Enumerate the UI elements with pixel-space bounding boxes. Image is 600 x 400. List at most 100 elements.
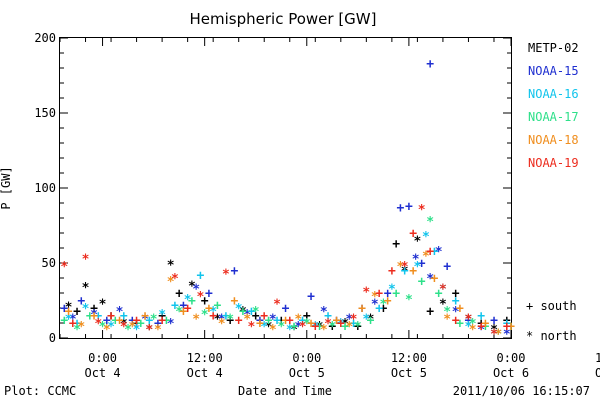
- data-point-noaa-15: +: [490, 314, 498, 329]
- data-point-noaa-16: *: [82, 302, 90, 317]
- data-point-metp-02: *: [490, 323, 498, 338]
- data-point-noaa-17: *: [150, 313, 158, 328]
- data-point-noaa-16: +: [477, 309, 485, 324]
- data-point-noaa-19: +: [337, 317, 345, 332]
- data-point-noaa-15: *: [269, 313, 277, 328]
- data-point-noaa-16: +: [401, 264, 409, 279]
- data-point-metp-02: +: [252, 309, 260, 324]
- data-point-metp-02: *: [265, 320, 273, 335]
- data-point-noaa-18: *: [154, 323, 162, 338]
- data-point-metp-02: *: [167, 259, 175, 274]
- data-point-metp-02: +: [73, 305, 81, 320]
- data-point-metp-02: *: [401, 265, 409, 280]
- data-point-noaa-19: *: [362, 286, 370, 301]
- symbol-key-item: + south: [526, 299, 577, 313]
- data-point-noaa-17: *: [201, 308, 209, 323]
- data-point-noaa-19: +: [69, 317, 77, 332]
- data-point-noaa-15: +: [179, 299, 187, 314]
- y-tick-label: 100: [34, 181, 56, 195]
- legend-item: NOAA-19: [528, 156, 579, 170]
- data-point-noaa-19: *: [171, 272, 179, 287]
- data-point-noaa-15: +: [103, 314, 111, 329]
- data-point-noaa-19: *: [465, 313, 473, 328]
- data-point-noaa-15: +: [418, 257, 426, 272]
- chart-title: Hemispheric Power [GW]: [190, 10, 377, 28]
- x-tick-time-label: 0:00: [88, 351, 117, 365]
- data-point-noaa-15: +: [77, 294, 85, 309]
- data-point-noaa-17: +: [239, 305, 247, 320]
- data-point-noaa-15: *: [452, 305, 460, 320]
- data-point-noaa-19: *: [120, 320, 128, 335]
- x-tick-time-label: 0:00: [497, 351, 526, 365]
- data-point-metp-02: *: [341, 317, 349, 332]
- data-point-noaa-19: *: [299, 320, 307, 335]
- data-point-noaa-16: +: [196, 269, 204, 284]
- data-point-noaa-16: *: [107, 320, 115, 335]
- data-point-noaa-19: +: [388, 264, 396, 279]
- data-point-noaa-18: +: [90, 309, 98, 324]
- data-point-noaa-16: +: [452, 294, 460, 309]
- data-point-metp-02: *: [290, 323, 298, 338]
- data-point-metp-02: +: [201, 294, 209, 309]
- data-point-noaa-19: *: [196, 290, 204, 305]
- data-point-noaa-16: *: [388, 283, 396, 298]
- data-point-metp-02: *: [120, 317, 128, 332]
- data-point-noaa-16: *: [422, 230, 430, 245]
- data-point-noaa-19: +: [375, 287, 383, 302]
- data-point-noaa-16: +: [94, 309, 102, 324]
- data-point-noaa-15: +: [465, 314, 473, 329]
- data-point-noaa-18: *: [396, 260, 404, 275]
- data-point-noaa-15: +: [333, 314, 341, 329]
- data-point-noaa-17: *: [405, 293, 413, 308]
- data-point-noaa-15: *: [218, 313, 226, 328]
- data-point-noaa-16: *: [311, 320, 319, 335]
- data-point-noaa-15: *: [90, 308, 98, 323]
- data-point-noaa-15: *: [435, 245, 443, 260]
- data-point-noaa-19: +: [184, 302, 192, 317]
- data-point-noaa-19: *: [248, 320, 256, 335]
- data-point-metp-02: +: [426, 305, 434, 320]
- data-point-noaa-16: +: [299, 314, 307, 329]
- y-tick-label: 50: [42, 256, 56, 270]
- data-point-noaa-16: +: [503, 317, 511, 332]
- data-point-noaa-18: *: [443, 313, 451, 328]
- data-point-noaa-19: +: [158, 314, 166, 329]
- data-point-noaa-19: *: [94, 317, 102, 332]
- data-point-noaa-15: +: [358, 302, 366, 317]
- symbol-key: + south * north: [526, 299, 577, 343]
- data-point-metp-02: +: [354, 320, 362, 335]
- data-point-noaa-19: *: [401, 260, 409, 275]
- data-point-noaa-17: *: [175, 305, 183, 320]
- data-point-noaa-15: +: [154, 317, 162, 332]
- y-axis-label: P [GW]: [0, 166, 13, 209]
- data-point-noaa-19: *: [273, 298, 281, 313]
- data-point-noaa-18: +: [282, 314, 290, 329]
- data-point-noaa-15: *: [116, 305, 124, 320]
- data-point-noaa-18: *: [192, 313, 200, 328]
- data-point-noaa-17: +: [367, 314, 375, 329]
- data-point-noaa-18: +: [384, 294, 392, 309]
- data-point-metp-02: +: [503, 314, 511, 329]
- data-point-noaa-18: +: [205, 302, 213, 317]
- y-tick-label: 0: [49, 331, 56, 345]
- data-point-noaa-18: *: [345, 320, 353, 335]
- data-point-noaa-18: *: [128, 320, 136, 335]
- data-points: * +*+ *+* + *+*+ *+* +* +* +*+* + * + *++**+ *+* + *++*…: [60, 57, 515, 343]
- data-point-noaa-19: +: [311, 320, 319, 335]
- data-point-noaa-17: +: [392, 287, 400, 302]
- data-point-noaa-15: +: [60, 302, 68, 317]
- data-point-metp-02: +: [175, 287, 183, 302]
- data-point-noaa-15: *: [426, 272, 434, 287]
- data-point-noaa-19: +: [503, 320, 511, 335]
- data-point-noaa-15: +: [396, 201, 404, 216]
- data-point-noaa-17: +: [316, 320, 324, 335]
- data-point-noaa-16: +: [273, 314, 281, 329]
- data-point-noaa-17: *: [379, 298, 387, 313]
- data-point-noaa-17: +: [188, 294, 196, 309]
- x-tick-time-label: 12:00: [595, 351, 600, 365]
- data-point-noaa-16: *: [465, 320, 473, 335]
- data-point-metp-02: +: [277, 314, 285, 329]
- data-point-noaa-16: *: [184, 293, 192, 308]
- data-point-noaa-17: *: [303, 317, 311, 332]
- data-point-noaa-16: +: [222, 309, 230, 324]
